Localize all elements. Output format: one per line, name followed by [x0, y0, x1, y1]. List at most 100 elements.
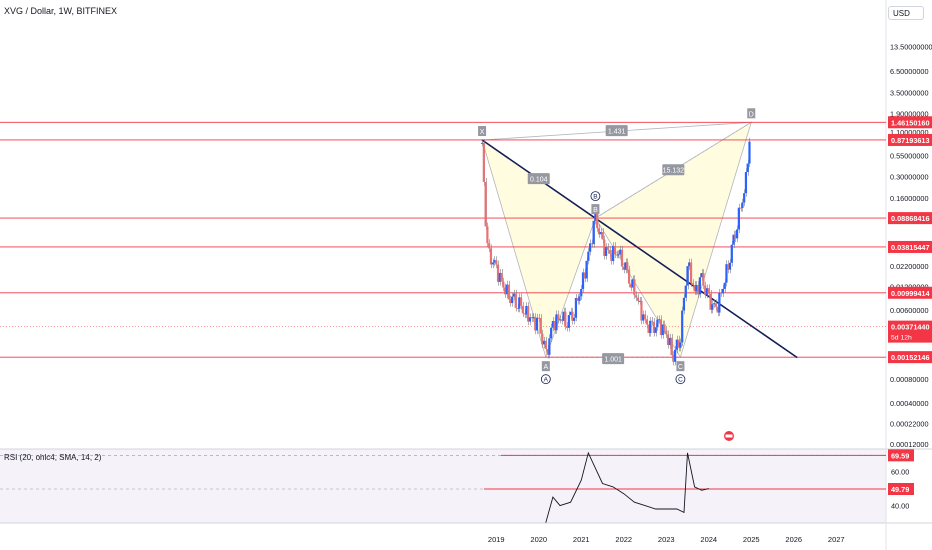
- pattern-point-label-x: X: [480, 129, 485, 136]
- candle-body: [631, 279, 634, 288]
- candle-body: [728, 262, 732, 270]
- candle-body: [594, 211, 597, 221]
- candle-body: [548, 338, 551, 355]
- price-tick-label: 0.00012000: [890, 440, 929, 449]
- candle-body: [700, 273, 703, 278]
- candle-body: [512, 293, 516, 297]
- candle-body: [558, 319, 562, 321]
- candle-body: [702, 273, 705, 286]
- level-badge-label: 0.08868416: [891, 214, 930, 223]
- candle-body: [599, 232, 602, 235]
- candle-body: [661, 324, 664, 336]
- candle-body: [716, 306, 719, 313]
- ratio-badge-xd: [605, 125, 628, 137]
- candle-body: [551, 321, 555, 328]
- candle-body: [709, 293, 712, 310]
- candle-body: [509, 299, 512, 304]
- candle-body: [656, 319, 659, 328]
- pattern-point-label-c: C: [678, 364, 683, 371]
- rsi-level-badge: [888, 449, 914, 462]
- candle-body: [720, 292, 723, 294]
- candle-body: [691, 283, 694, 285]
- pattern-point-box-x: [478, 126, 487, 137]
- candle-body: [555, 314, 558, 331]
- candle-body: [550, 327, 553, 339]
- ratio-label-xb: 0.104: [530, 177, 548, 184]
- ratio-badge-ac: [602, 353, 625, 365]
- level-badge: [888, 351, 932, 364]
- pattern-circle-label-c: C: [678, 377, 683, 384]
- candle-body: [704, 285, 707, 295]
- candle-body: [519, 297, 523, 306]
- candle-body: [718, 292, 721, 313]
- candle-body: [741, 202, 744, 208]
- time-tick-label: 2027: [828, 535, 845, 544]
- candle-body: [734, 234, 737, 239]
- candle-body: [580, 288, 583, 297]
- candle-body: [539, 318, 542, 334]
- candle-body: [592, 220, 595, 245]
- price-tick-label: 0.30000000: [890, 172, 929, 181]
- candle-body: [650, 320, 654, 322]
- event-marker-glyph: [725, 434, 733, 438]
- candle-body: [730, 244, 733, 263]
- candle-body: [684, 285, 687, 298]
- candle-body: [585, 260, 588, 279]
- ratio-label-bd: 15.132: [663, 168, 685, 175]
- candle-body: [546, 348, 549, 355]
- candle-body: [488, 243, 491, 249]
- candle-body: [581, 272, 585, 289]
- candle-body: [573, 317, 576, 321]
- time-tick-label: 2022: [615, 535, 632, 544]
- candle-body: [711, 304, 714, 310]
- candle-body: [748, 141, 751, 164]
- candle-body: [535, 317, 539, 331]
- candle-body: [723, 282, 726, 289]
- candle-body: [523, 313, 526, 315]
- currency-button[interactable]: USD: [888, 6, 924, 20]
- price-tick-label: 0.55000000: [890, 152, 929, 161]
- candle-body: [707, 288, 710, 294]
- candle-body: [615, 254, 618, 256]
- ratio-badge-bd: [662, 164, 685, 176]
- candle-body: [518, 297, 521, 309]
- candle-body: [514, 293, 517, 308]
- candle-body: [516, 307, 519, 309]
- candle-body: [495, 260, 498, 265]
- candle-body: [601, 232, 604, 240]
- candle-body: [534, 317, 537, 331]
- pattern-circle-label-a: A: [544, 377, 549, 384]
- candle-body: [714, 303, 717, 307]
- candle-body: [642, 314, 645, 321]
- candle-body: [627, 269, 631, 284]
- candle-body: [604, 247, 608, 256]
- candle-body: [521, 305, 524, 314]
- candle-body: [666, 334, 670, 346]
- candle-body: [489, 248, 493, 265]
- pattern-point-box-d: [747, 108, 756, 119]
- candle-body: [643, 314, 647, 320]
- rsi-tick-label: 60.00: [891, 468, 909, 477]
- candle-body: [688, 262, 691, 267]
- candle-body: [562, 311, 565, 321]
- candle-body: [620, 249, 624, 267]
- candle-body: [686, 266, 689, 286]
- last-price-badge: [888, 320, 932, 343]
- candle-body: [502, 281, 505, 288]
- rsi-level-label: 69.59: [891, 451, 909, 460]
- candle-body: [597, 228, 601, 235]
- candle-body: [633, 279, 636, 296]
- candle-body: [649, 320, 652, 333]
- candle-body: [606, 247, 609, 250]
- candle-body: [697, 284, 700, 295]
- candle-body: [659, 319, 663, 336]
- rsi-pane-background: [0, 449, 886, 523]
- candle-body: [665, 330, 668, 335]
- candle-body: [705, 288, 709, 295]
- price-tick-label: 0.00022000: [890, 419, 929, 428]
- candle-body: [689, 262, 693, 284]
- candle-body: [484, 181, 487, 227]
- candle-body: [505, 284, 508, 295]
